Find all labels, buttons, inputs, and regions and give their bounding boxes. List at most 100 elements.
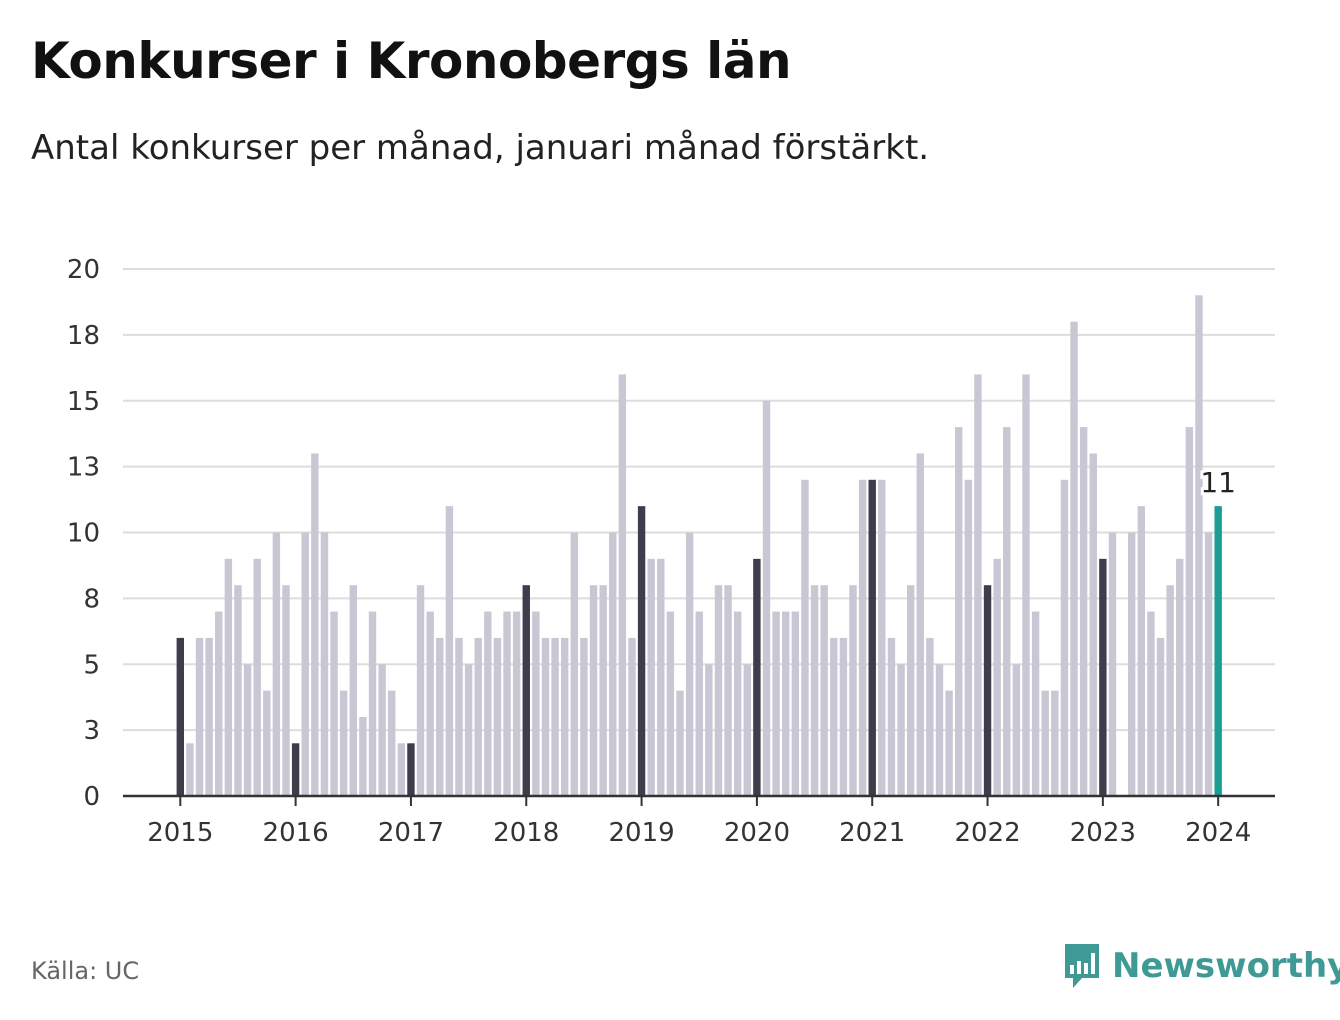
bar: [282, 585, 290, 796]
bar: [215, 611, 223, 796]
bar: [205, 637, 213, 796]
bar: [1031, 611, 1040, 796]
january-bar: [1099, 558, 1107, 796]
bar: [445, 506, 454, 796]
bar: [416, 585, 425, 796]
bar: [599, 585, 607, 796]
bar: [436, 637, 444, 796]
bar: [772, 611, 780, 796]
bar: [1195, 295, 1203, 796]
bar: [974, 374, 982, 796]
bar: [195, 637, 204, 796]
january-bar: [868, 479, 876, 796]
y-tick-label: 13: [67, 453, 100, 483]
bar: [1176, 558, 1184, 796]
x-tick-label: 2024: [1185, 818, 1251, 848]
y-tick-label: 8: [83, 584, 100, 614]
bar: [858, 479, 867, 796]
bar: [1127, 532, 1136, 796]
bar: [945, 690, 953, 796]
bar: [253, 558, 261, 796]
y-tick-label: 0: [83, 782, 100, 812]
bar: [368, 611, 377, 796]
bar: [820, 585, 828, 796]
bar: [1089, 453, 1097, 796]
x-tick-label: 2023: [1070, 818, 1136, 848]
bar: [887, 637, 896, 796]
bar-chart: 0 3 5 8 10 13 15 18 20 2015 2016 2017 2018 2019 2020 20…: [67, 255, 1275, 848]
bar: [801, 479, 809, 796]
bar: [830, 637, 838, 796]
bar: [647, 558, 655, 796]
x-tick-label: 2017: [378, 818, 444, 848]
bar: [839, 637, 848, 796]
bar: [1012, 664, 1021, 796]
bar: [743, 664, 751, 796]
chart-subtitle: Antal konkurser per månad, januari månad…: [31, 128, 930, 168]
x-tick-label: 2020: [724, 818, 790, 848]
newsworthy-logo: Newsworthy: [1062, 940, 1340, 992]
bar: [349, 585, 357, 796]
bar: [532, 611, 540, 796]
bar: [609, 532, 617, 796]
bar: [1041, 690, 1049, 796]
bar: [561, 637, 569, 796]
bar: [714, 585, 723, 796]
january-bar: [176, 637, 184, 796]
bar: [724, 585, 732, 796]
chart-title: Konkurser i Kronobergs län: [31, 32, 792, 90]
bar: [618, 374, 627, 796]
bar: [426, 611, 434, 796]
bar: [570, 532, 579, 796]
y-tick-label: 15: [67, 387, 100, 417]
bar: [926, 637, 934, 796]
bar: [782, 611, 790, 796]
bar: [810, 585, 819, 796]
bar: [589, 585, 598, 796]
x-tick-label: 2019: [608, 818, 674, 848]
x-tick-label: 2021: [839, 818, 905, 848]
bar: [1022, 374, 1030, 796]
january-bar: [637, 506, 646, 796]
bar: [378, 664, 386, 796]
bar: [916, 453, 924, 796]
bar: [695, 611, 703, 796]
newsworthy-logo-icon: [1065, 944, 1099, 988]
bar: [1079, 427, 1088, 796]
bar: [676, 690, 684, 796]
bar: [224, 558, 233, 796]
bar: [388, 690, 396, 796]
bar: [397, 743, 406, 796]
bar: [762, 400, 771, 796]
bar: [243, 664, 252, 796]
bar: [186, 743, 194, 796]
bar: [1108, 532, 1117, 796]
bar: [320, 532, 329, 796]
bar: [359, 716, 367, 796]
january-bar: [753, 558, 761, 796]
bar: [705, 664, 713, 796]
x-tick-label: 2022: [954, 818, 1020, 848]
bar: [484, 611, 492, 796]
brand-name: Newsworthy: [1112, 946, 1340, 986]
bar: [791, 611, 800, 796]
january-bar: [291, 743, 300, 796]
bar: [330, 611, 338, 796]
y-tick-label: 18: [67, 321, 100, 351]
bar: [339, 690, 348, 796]
bar: [1185, 427, 1194, 796]
bar: [1156, 637, 1165, 796]
bar: [263, 690, 271, 796]
bar: [234, 585, 242, 796]
bar: [1137, 506, 1145, 796]
source-note: Källa: UC: [31, 957, 140, 985]
x-tick-label: 2015: [147, 818, 213, 848]
bar: [503, 611, 511, 796]
january-bar: [407, 743, 415, 796]
bar: [993, 558, 1001, 796]
highlight-bar: [1214, 506, 1222, 796]
bar: [1060, 479, 1069, 796]
bar: [580, 637, 588, 796]
x-tick-label: 2018: [493, 818, 559, 848]
bar: [906, 585, 915, 796]
